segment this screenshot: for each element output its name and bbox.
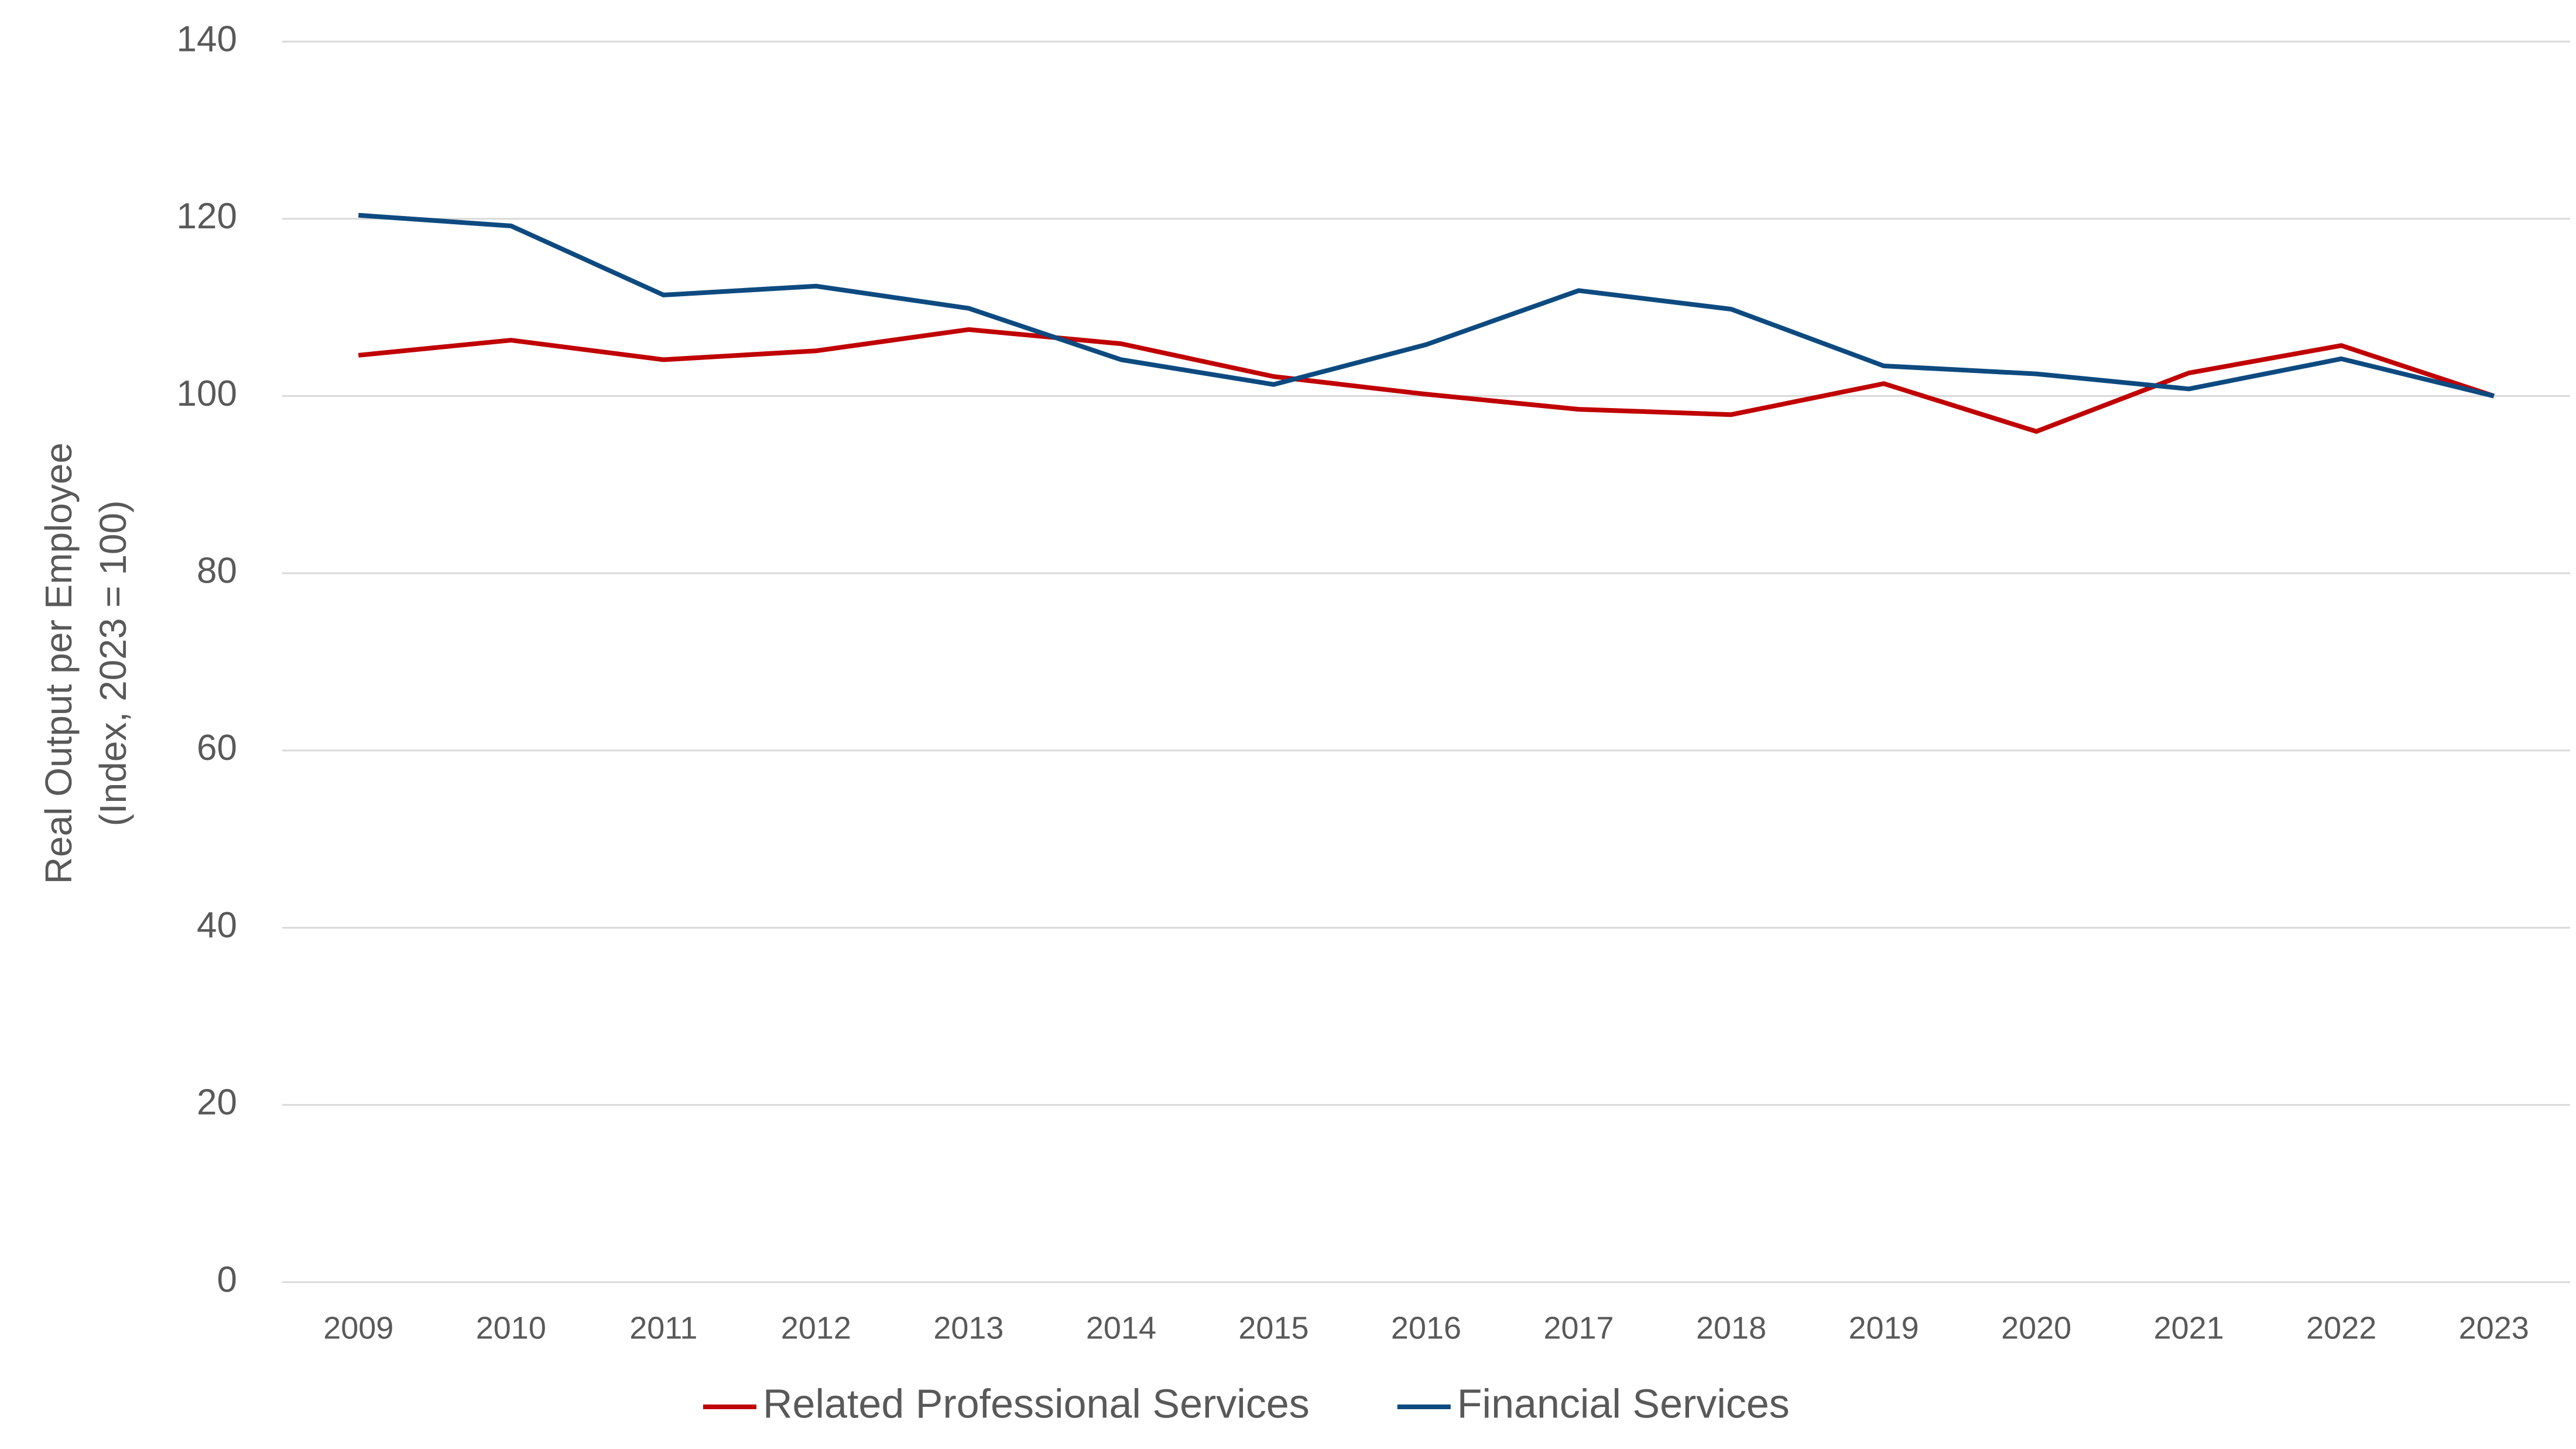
x-tick-label: 2021 xyxy=(2154,1310,2224,1345)
x-tick-label: 2017 xyxy=(1543,1310,1614,1345)
y-tick-label: 0 xyxy=(217,1259,237,1300)
x-tick-label: 2013 xyxy=(933,1310,1003,1345)
x-tick-label: 2009 xyxy=(323,1310,393,1345)
series-line xyxy=(358,327,2495,434)
legend-label: Related Professional Services xyxy=(763,1381,1310,1426)
y-tick-label: 80 xyxy=(197,551,237,591)
y-axis-title-line: (Index, 2023 = 100) xyxy=(92,501,134,827)
x-tick-label: 2015 xyxy=(1238,1310,1308,1345)
y-tick-label: 100 xyxy=(177,374,237,414)
x-tick-label: 2014 xyxy=(1086,1310,1156,1345)
x-tick-label: 2018 xyxy=(1696,1310,1766,1345)
y-axis-title-line: Real Output per Employee xyxy=(37,443,80,884)
x-tick-label: 2011 xyxy=(629,1310,697,1345)
x-tick-label: 2023 xyxy=(2459,1310,2529,1345)
x-tick-label: 2010 xyxy=(476,1310,546,1345)
x-tick-label: 2012 xyxy=(781,1310,851,1345)
x-tick-label: 2020 xyxy=(2001,1310,2071,1345)
y-tick-label: 120 xyxy=(177,196,237,237)
legend-label: Financial Services xyxy=(1457,1381,1790,1426)
y-axis-title: Real Output per Employee (Index, 2023 = … xyxy=(37,443,134,884)
x-tick-label: 2019 xyxy=(1849,1310,1919,1345)
x-tick-label: 2022 xyxy=(2306,1310,2376,1345)
y-tick-label: 40 xyxy=(197,905,237,946)
y-tick-label: 60 xyxy=(197,728,237,768)
x-tick-label: 2016 xyxy=(1391,1310,1461,1345)
series-line xyxy=(358,213,2495,399)
y-tick-label: 20 xyxy=(197,1083,237,1123)
y-tick-label: 140 xyxy=(177,19,237,59)
